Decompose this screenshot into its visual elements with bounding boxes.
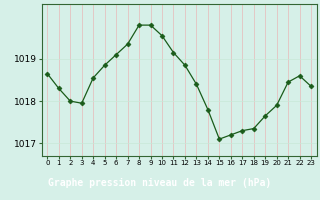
Text: Graphe pression niveau de la mer (hPa): Graphe pression niveau de la mer (hPa)	[48, 178, 272, 188]
